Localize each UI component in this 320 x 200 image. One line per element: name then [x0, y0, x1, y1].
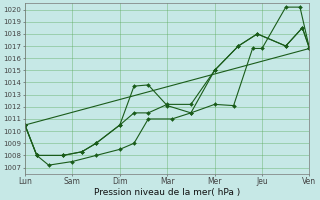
X-axis label: Pression niveau de la mer( hPa ): Pression niveau de la mer( hPa ) [94, 188, 240, 197]
